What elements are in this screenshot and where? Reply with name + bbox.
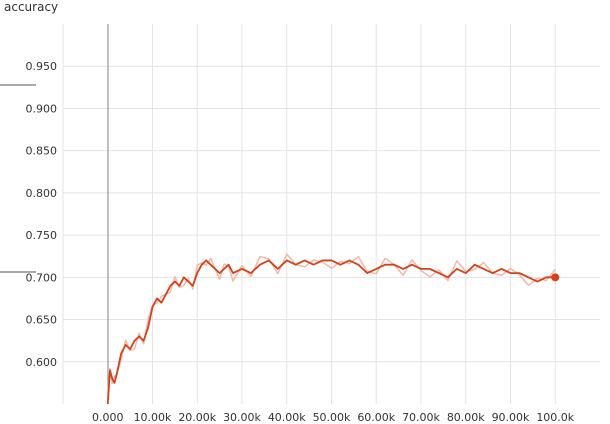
series-layer [106,253,560,405]
x-tick-label: 10.00k [134,411,172,424]
x-tick-label: 20.00k [178,411,216,424]
x-tick-label: 100.0k [536,411,574,424]
raw-series-line [107,253,556,397]
x-tick-label: 30.00k [223,411,261,424]
x-tick-label: 80.00k [447,411,485,424]
y-tick-label: 0.600 [26,356,58,369]
x-tick-label: 50.00k [313,411,351,424]
y-tick-label: 0.650 [26,314,58,327]
y-axis-labels: 0.600 0.650 0.700 0.750 0.800 0.850 0.900 0.950 [26,60,58,369]
y-tick-label: 0.700 [26,271,58,284]
y-gridlines [63,65,600,363]
x-tick-label: 90.00k [492,411,530,424]
x-tick-label: 40.00k [268,411,306,424]
y-tick-label: 0.800 [26,187,58,200]
x-tick-label: 0.000 [92,411,124,424]
y-tick-label: 0.900 [26,102,58,115]
y-tick-label: 0.850 [26,145,58,158]
smoothed-series-line [106,259,556,405]
chart-title: accuracy [4,0,58,14]
y-tick-label: 0.950 [26,60,58,73]
y-tick-label: 0.750 [26,229,58,242]
x-tick-label: 60.00k [357,411,395,424]
last-point-marker [551,273,560,282]
x-tick-label: 70.00k [402,411,440,424]
x-gridlines [62,24,556,404]
x-axis-labels: 0.000 10.00k 20.00k 30.00k 40.00k 50.00k 60.00… [92,411,575,424]
